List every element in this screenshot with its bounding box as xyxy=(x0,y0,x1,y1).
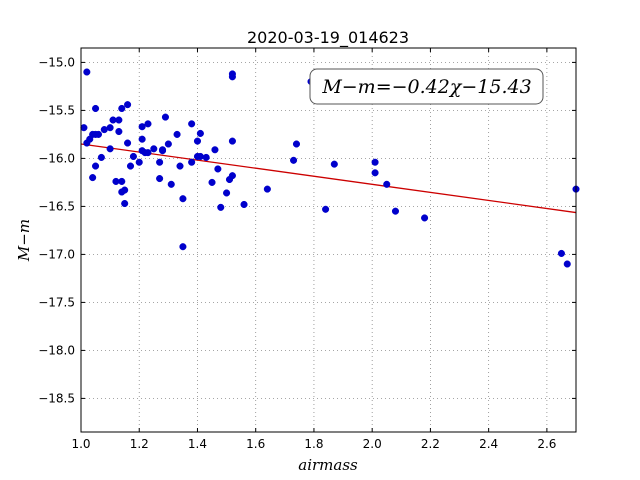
data-point xyxy=(188,120,196,128)
plot-frame xyxy=(80,47,577,433)
fit-line xyxy=(80,143,577,214)
y-tick-label: −15.0 xyxy=(38,55,75,69)
data-point xyxy=(193,137,202,145)
data-point xyxy=(202,153,210,161)
grid xyxy=(80,48,576,432)
data-point xyxy=(228,137,236,145)
data-point xyxy=(106,124,114,132)
data-point xyxy=(161,113,169,121)
data-point xyxy=(144,120,152,128)
y-tick-label: −18.5 xyxy=(38,391,75,405)
data-point xyxy=(92,104,100,113)
fit-equation-text: M−m=−0.42χ−15.43 xyxy=(321,76,531,98)
data-point xyxy=(228,172,236,180)
data-point xyxy=(138,123,146,131)
y-tick-label: −17.5 xyxy=(38,295,75,309)
fit-line-layer xyxy=(80,143,577,214)
x-tick-label: 1.4 xyxy=(188,437,207,451)
data-point xyxy=(89,174,97,182)
data-point xyxy=(179,195,187,203)
data-points xyxy=(80,68,580,268)
data-point xyxy=(263,185,271,193)
data-point xyxy=(167,180,175,188)
x-tick-label: 2.0 xyxy=(363,437,382,451)
data-point xyxy=(211,146,219,154)
data-point xyxy=(144,149,152,157)
annotation-frame xyxy=(309,68,544,105)
x-tick-label: 1.0 xyxy=(71,437,90,451)
data-point xyxy=(106,145,114,153)
data-point xyxy=(129,152,137,161)
data-point xyxy=(228,73,236,81)
x-tick-label: 1.6 xyxy=(246,437,265,451)
x-tick-label: 2.6 xyxy=(537,437,556,451)
data-point xyxy=(196,129,204,137)
data-point xyxy=(421,214,429,222)
data-point xyxy=(292,140,301,148)
data-point xyxy=(121,199,129,208)
data-point xyxy=(164,140,172,148)
data-point xyxy=(124,101,132,109)
data-point xyxy=(156,175,164,183)
data-point xyxy=(115,116,123,124)
fit-equation-annotation: M−m=−0.42χ−15.43 xyxy=(309,68,544,105)
y-tick-label: −16.5 xyxy=(38,199,75,213)
data-point xyxy=(223,189,231,197)
data-point xyxy=(121,186,129,194)
data-point xyxy=(124,139,132,147)
x-axis-label: airmass xyxy=(298,456,358,474)
data-point xyxy=(173,130,181,138)
data-point xyxy=(217,203,225,211)
data-point xyxy=(97,153,105,161)
x-tick-label: 1.2 xyxy=(130,437,149,451)
data-point xyxy=(188,158,196,166)
data-point xyxy=(563,260,571,268)
data-point xyxy=(196,152,204,161)
y-axis-label: M−m xyxy=(15,219,33,262)
data-point xyxy=(94,130,103,138)
data-point xyxy=(371,169,379,177)
data-point xyxy=(557,249,565,257)
data-point xyxy=(179,243,187,251)
x-tick-label: 2.2 xyxy=(421,437,440,451)
data-point xyxy=(115,127,123,136)
data-point xyxy=(240,200,248,209)
data-point xyxy=(158,147,167,155)
data-point xyxy=(80,124,88,132)
data-point xyxy=(126,162,135,170)
data-point xyxy=(214,165,222,173)
data-point xyxy=(135,158,143,166)
chart-title: 2020-03-19_014623 xyxy=(247,28,409,48)
y-tick-label: −15.5 xyxy=(38,103,75,117)
x-axis-ticks: 1.0 1.2 1.4 1.6 1.8 2.0 2.2 2.4 2.6 xyxy=(71,48,556,451)
data-point xyxy=(391,207,400,215)
y-tick-label: −16.0 xyxy=(38,151,75,165)
y-tick-label: −18.0 xyxy=(38,343,75,357)
data-point xyxy=(92,162,100,170)
data-point xyxy=(383,180,391,188)
data-point xyxy=(330,160,338,168)
data-point xyxy=(138,135,146,143)
data-point xyxy=(118,104,126,113)
data-point xyxy=(290,156,298,164)
y-tick-label: −17.0 xyxy=(38,247,75,261)
x-tick-label: 1.8 xyxy=(304,437,323,451)
x-tick-label: 2.4 xyxy=(479,437,498,451)
data-point xyxy=(208,178,216,186)
data-point xyxy=(176,162,184,170)
data-point xyxy=(118,177,126,185)
data-point xyxy=(322,205,330,213)
data-point xyxy=(371,158,379,166)
data-point xyxy=(83,68,91,76)
data-point xyxy=(150,145,158,153)
data-point xyxy=(156,158,164,166)
y-axis-ticks: −15.0 −15.5 −16.0 −16.5 −17.0 −17.5 −18.0 −18.5 xyxy=(38,55,576,405)
